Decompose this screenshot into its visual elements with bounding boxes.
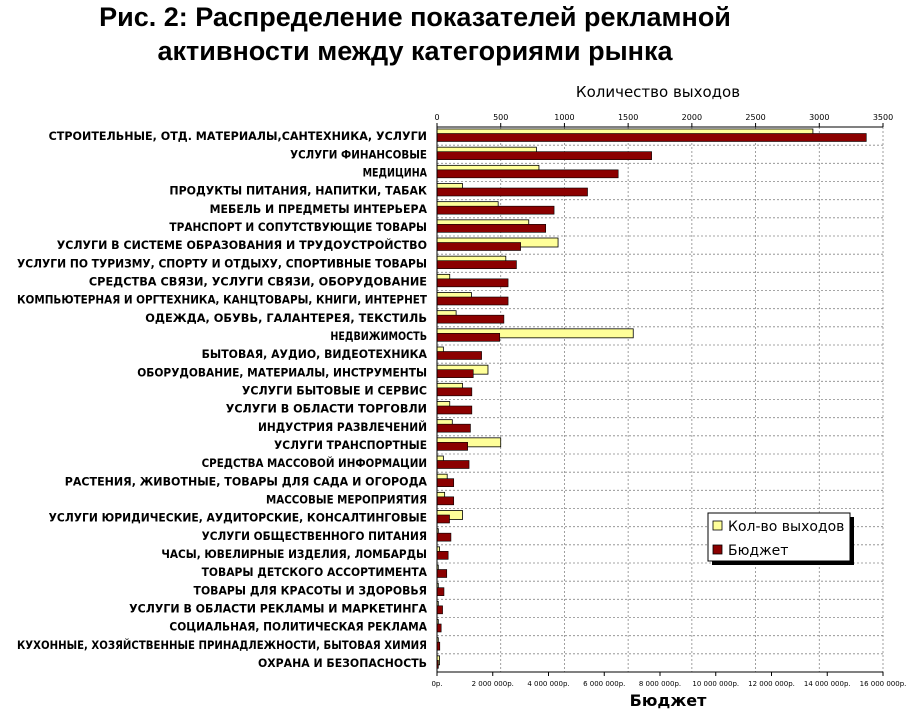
bar-budget [436, 224, 547, 233]
category-label: МЕБЕЛЬ И ПРЕДМЕТЫ ИНТЕРЬЕРА [210, 202, 427, 216]
category-label: КУХОННЫЕ, ХОЗЯЙСТВЕННЫЕ ПРИНАДЛЕЖНОСТИ, … [17, 637, 427, 652]
bar-budget [436, 314, 505, 324]
top-tick-label: 3000 [809, 113, 829, 122]
bar-budget [436, 478, 455, 487]
chart-title-line-2: активности между категориями рынка [157, 36, 673, 66]
category-label: УСЛУГИ В ОБЛАСТИ РЕКЛАМЫ И МАРКЕТИНГА [129, 601, 427, 615]
bottom-tick-label: 4 000 000р. [527, 680, 569, 688]
category-label: ЧАСЫ, ЮВЕЛИРНЫЕ ИЗДЕЛИЯ, ЛОМБАРДЫ [161, 547, 427, 561]
bar-budget [436, 587, 445, 596]
top-tick-label: 2500 [745, 113, 765, 122]
chart-title: Рис. 2: Распределение показателей реклам… [0, 0, 830, 68]
bottom-tick-label: 14 000 000р. [804, 680, 851, 688]
category-label: РАСТЕНИЯ, ЖИВОТНЫЕ, ТОВАРЫ ДЛЯ САДА И ОГ… [65, 474, 427, 488]
category-label: УСЛУГИ БЫТОВЫЕ И СЕРВИС [242, 383, 427, 397]
category-label: ТОВАРЫ ДЕТСКОГО АССОРТИМЕНТА [202, 565, 427, 579]
axes: 0 500 1000 1500 2000 2500 3000 3500 0р. 2 000 000… [431, 83, 906, 710]
category-label: ОДЕЖДА, ОБУВЬ, ГАЛАНТЕРЕЯ, ТЕКСТИЛЬ [145, 311, 427, 325]
bottom-tick-label: 10 000 000р. [692, 680, 739, 688]
top-axis-title: Количество выходов [576, 83, 740, 101]
category-label: УСЛУГИ ЮРИДИЧЕСКИЕ, АУДИТОРСКИЕ, КОНСАЛТ… [49, 511, 427, 525]
category-label: СРЕДСТВА МАССОВОЙ ИНФОРМАЦИИ [202, 455, 427, 470]
chart-title-line-1: Рис. 2: Распределение показателей реклам… [99, 2, 731, 32]
category-label: ПРОДУКТЫ ПИТАНИЯ, НАПИТКИ, ТАБАК [169, 184, 427, 198]
bar-budget [436, 569, 448, 578]
bar-budget [436, 405, 473, 415]
category-label: СОЦИАЛЬНАЯ, ПОЛИТИЧЕСКАЯ РЕКЛАМА [169, 620, 427, 634]
top-tick-label: 500 [493, 113, 508, 122]
bar-budget [436, 387, 473, 397]
legend-label-budget: Бюджет [728, 543, 788, 559]
legend-swatch-budget [712, 544, 723, 555]
category-label: УСЛУГИ ПО ТУРИЗМУ, СПОРТУ И ОТДЫХУ, СПОР… [17, 256, 427, 270]
bar-budget [436, 242, 521, 251]
category-label: ТОВАРЫ ДЛЯ КРАСОТЫ И ЗДОРОВЬЯ [194, 583, 427, 597]
bar-budget [436, 187, 588, 197]
bar-budget [436, 423, 471, 433]
bottom-tick-label: 8 000 000р. [639, 680, 681, 688]
bottom-tick-label: 16 000 000р. [860, 680, 907, 688]
bar-budget [436, 532, 452, 542]
bar-budget [436, 460, 470, 469]
category-label: УСЛУГИ ФИНАНСОВЫЕ [290, 147, 427, 161]
category-label: УСЛУГИ В ОБЛАСТИ ТОРГОВЛИ [226, 402, 427, 416]
bar-budget [436, 333, 501, 342]
top-tick-label: 0 [434, 113, 439, 122]
bottom-tick-label: 0р. [431, 680, 442, 688]
bar-budget [436, 169, 619, 179]
category-label: НЕДВИЖИМОСТЬ [330, 329, 427, 343]
bar-budget [436, 514, 450, 524]
category-labels: СТРОИТЕЛЬНЫЕ, ОТД. МАТЕРИАЛЫ,САНТЕХНИКА,… [17, 129, 428, 670]
bar-budget [436, 551, 449, 560]
category-label: ИНДУСТРИЯ РАЗВЛЕЧЕНИЙ [258, 419, 427, 434]
bar-budget [436, 369, 474, 378]
legend-label-count: Кол-во выходов [728, 519, 844, 535]
category-label: УСЛУГИ В СИСТЕМЕ ОБРАЗОВАНИЯ И ТРУДОУСТР… [57, 237, 428, 252]
bar-budget [436, 205, 555, 215]
top-tick-label: 3500 [873, 113, 893, 122]
legend-box [707, 512, 851, 562]
bottom-tick-label: 2 000 000р. [472, 680, 514, 688]
bars [436, 128, 867, 669]
legend[interactable]: Кол-во выходов Бюджет [707, 512, 854, 565]
category-label: ОХРАНА И БЕЗОПАСНОСТЬ [258, 656, 427, 670]
category-label: МЕДИЦИНА [363, 165, 427, 179]
legend-swatch-count [712, 520, 723, 531]
category-label: УСЛУГИ ТРАНСПОРТНЫЕ [274, 438, 427, 452]
category-label: СРЕДСТВА СВЯЗИ, УСЛУГИ СВЯЗИ, ОБОРУДОВАН… [89, 274, 427, 288]
top-tick-label: 1000 [554, 113, 574, 122]
bottom-axis-title: Бюджет [630, 691, 707, 710]
category-label: ОБОРУДОВАНИЕ, МАТЕРИАЛЫ, ИНСТРУМЕНТЫ [137, 365, 427, 379]
bar-budget [436, 260, 517, 269]
bar-budget [436, 296, 509, 306]
bar-budget [436, 351, 482, 360]
bar-budget [436, 623, 442, 633]
category-label: БЫТОВАЯ, АУДИО, ВИДЕОТЕХНИКА [202, 347, 427, 361]
category-label: УСЛУГИ ОБЩЕСТВЕННОГО ПИТАНИЯ [202, 529, 427, 543]
bar-budget [436, 442, 468, 451]
bottom-tick-label: 6 000 000р. [583, 680, 625, 688]
bar-budget [436, 133, 867, 142]
category-label: МАССОВЫЕ МЕРОПРИЯТИЯ [266, 492, 427, 506]
bar-budget [436, 496, 455, 506]
category-label: КОМПЬЮТЕРНАЯ И ОРГТЕХНИКА, КАНЦТОВАРЫ, К… [17, 293, 427, 307]
top-tick-label: 2000 [682, 113, 702, 122]
category-label: СТРОИТЕЛЬНЫЕ, ОТД. МАТЕРИАЛЫ,САНТЕХНИКА,… [49, 129, 427, 143]
bar-budget [436, 151, 652, 160]
bar-budget [436, 605, 443, 615]
bottom-tick-label: 12 000 000р. [748, 680, 795, 688]
top-tick-label: 1500 [618, 113, 638, 122]
category-label: ТРАНСПОРТ И СОПУТСТВУЮЩИЕ ТОВАРЫ [169, 220, 427, 234]
bar-budget [436, 278, 509, 288]
